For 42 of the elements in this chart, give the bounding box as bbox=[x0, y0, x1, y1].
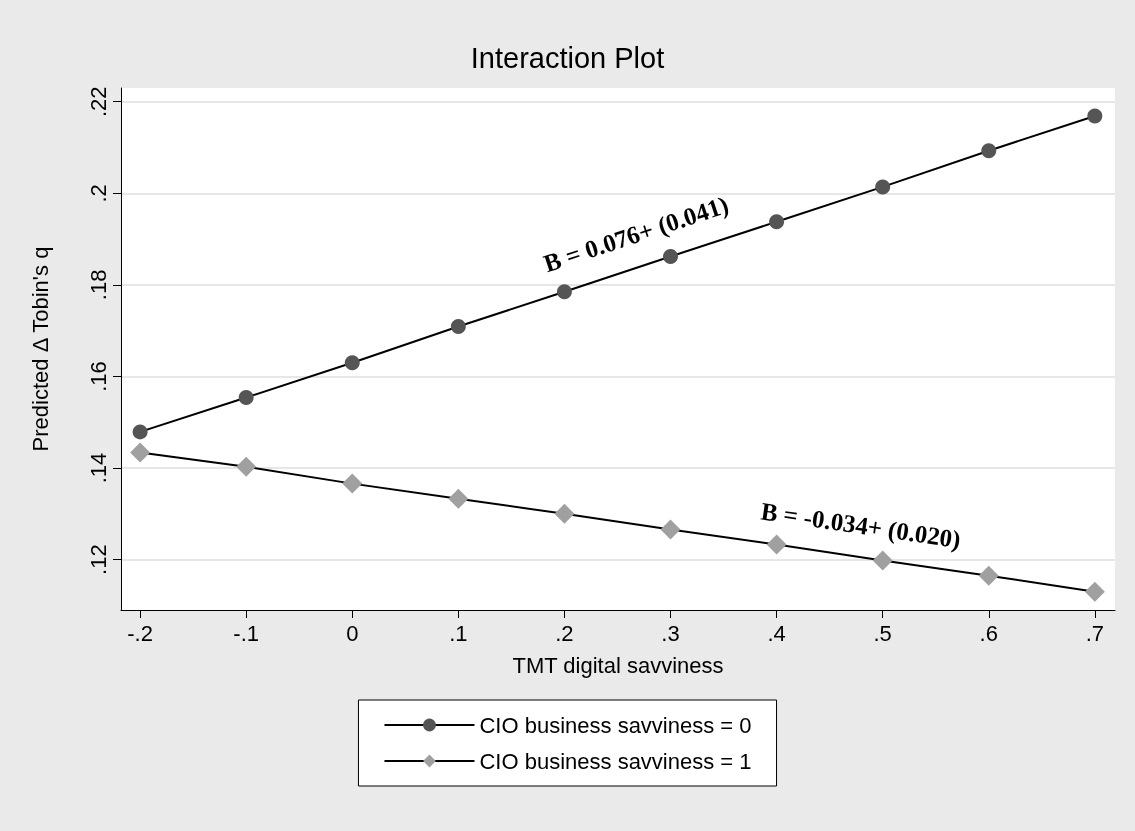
annotation: B = -0.034+ (0.020) bbox=[759, 497, 963, 555]
point bbox=[766, 534, 787, 555]
point bbox=[663, 249, 679, 264]
x-tick-label: .6 bbox=[979, 620, 998, 646]
point bbox=[1084, 581, 1105, 602]
point bbox=[238, 390, 254, 406]
x-tick-label: .2 bbox=[555, 620, 574, 646]
point bbox=[236, 456, 257, 477]
x-tick-label: -.2 bbox=[127, 620, 153, 646]
point bbox=[556, 284, 572, 300]
y-tick-label: .18 bbox=[85, 269, 111, 301]
point bbox=[875, 179, 891, 195]
legend-label: CIO business savviness = 0 bbox=[479, 712, 752, 738]
y-tick-label: .2 bbox=[85, 184, 111, 203]
point bbox=[342, 473, 363, 494]
x-tick-label: .4 bbox=[767, 620, 786, 646]
x-axis-title: TMT digital savviness bbox=[512, 652, 724, 678]
y-tick-label: .12 bbox=[85, 544, 111, 575]
y-tick-label: .14 bbox=[85, 452, 111, 484]
x-tick-label: .3 bbox=[661, 620, 680, 646]
y-axis-title: Predicted Δ Tobin's q bbox=[27, 246, 53, 452]
y-tick-label: .22 bbox=[85, 86, 111, 118]
point bbox=[978, 565, 999, 586]
point bbox=[660, 519, 681, 540]
point bbox=[981, 143, 997, 159]
point bbox=[344, 355, 360, 371]
point bbox=[1087, 108, 1103, 124]
point bbox=[448, 488, 469, 509]
point bbox=[130, 442, 151, 463]
point bbox=[132, 424, 148, 440]
x-tick-label: -.1 bbox=[233, 620, 260, 646]
point bbox=[450, 319, 466, 335]
x-tick-label: .1 bbox=[449, 620, 468, 646]
x-tick-label: 0 bbox=[346, 620, 359, 646]
point bbox=[769, 214, 785, 230]
y-tick-label: .16 bbox=[85, 361, 111, 392]
x-tick-label: .5 bbox=[873, 620, 892, 646]
legend-label: CIO business savviness = 1 bbox=[479, 748, 752, 774]
annotation: B = 0.076+ (0.041) bbox=[540, 190, 733, 279]
chart-title: Interaction Plot bbox=[470, 41, 665, 74]
x-tick-label: .7 bbox=[1085, 620, 1105, 646]
point bbox=[554, 503, 575, 524]
